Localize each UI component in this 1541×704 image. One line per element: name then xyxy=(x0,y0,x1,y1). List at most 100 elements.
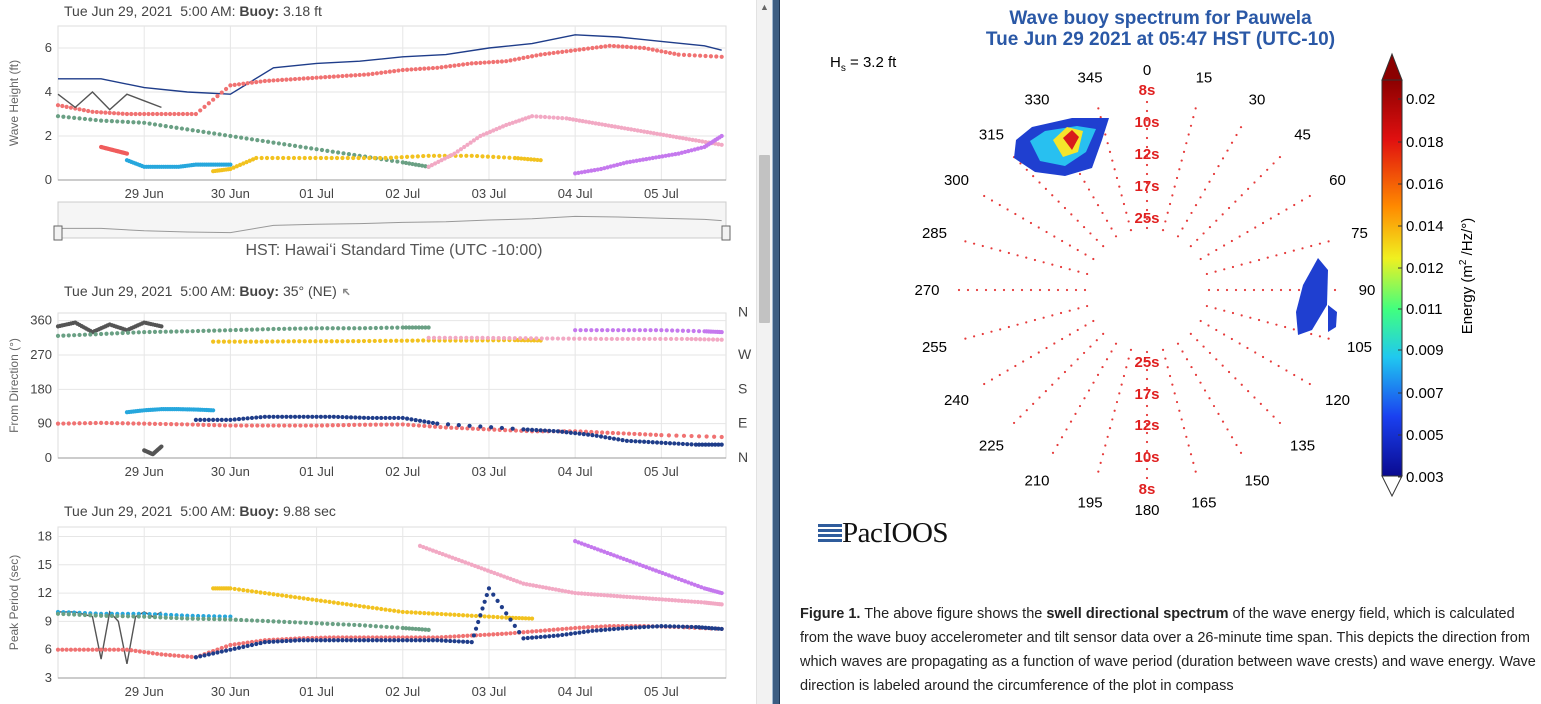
period-label: 17s xyxy=(1134,178,1159,195)
series-point xyxy=(615,337,619,341)
series-point xyxy=(401,416,405,420)
series-point xyxy=(211,408,215,412)
series-point xyxy=(573,631,577,635)
series-point xyxy=(659,49,663,53)
spoke-dot xyxy=(1045,347,1047,349)
series-point xyxy=(444,635,448,639)
series-point xyxy=(72,421,76,425)
spoke-dot xyxy=(1146,110,1148,112)
spoke-dot xyxy=(1190,333,1192,335)
series-point xyxy=(437,154,441,158)
series-point xyxy=(88,421,92,425)
series-point xyxy=(358,638,362,642)
spoke-dot xyxy=(999,250,1001,252)
series-point xyxy=(142,121,146,125)
series-point xyxy=(325,423,329,427)
series-point xyxy=(284,415,288,419)
left-scrollbar[interactable]: ▲ xyxy=(756,0,772,704)
series-point xyxy=(340,339,344,343)
spoke-dot xyxy=(1032,403,1034,405)
series-point xyxy=(378,156,382,160)
spoke-dot xyxy=(1188,444,1190,446)
scrollbar-thumb[interactable] xyxy=(759,155,770,323)
series-point xyxy=(72,612,76,616)
time-navigator[interactable] xyxy=(0,198,756,244)
series-point xyxy=(246,644,250,648)
series-point xyxy=(174,616,178,620)
series-point xyxy=(138,112,142,116)
series-point xyxy=(104,614,108,618)
navigator-handle[interactable] xyxy=(722,226,730,240)
series-point xyxy=(461,62,465,66)
series-point xyxy=(459,154,463,158)
series-point xyxy=(383,416,387,420)
series-point xyxy=(547,634,551,638)
series-point xyxy=(83,117,87,121)
spoke-dot xyxy=(1253,181,1255,183)
spoke-dot xyxy=(1222,421,1224,423)
series-point xyxy=(633,625,637,629)
spoke-dot xyxy=(1070,365,1072,367)
series-point xyxy=(266,423,270,427)
series-point xyxy=(395,325,399,329)
series-point xyxy=(142,615,146,619)
direction-readout: Tue Jun 29, 2021 5:00 AM: Buoy: 35° (NE)… xyxy=(64,283,351,299)
series-point xyxy=(478,613,482,617)
series-point xyxy=(448,64,452,68)
series-point xyxy=(406,423,410,427)
spoke-dot xyxy=(1102,453,1104,455)
series-point xyxy=(539,53,543,57)
series-point xyxy=(237,642,241,646)
series-point xyxy=(367,156,371,160)
series-point xyxy=(241,588,245,592)
series-point xyxy=(418,419,422,423)
spoke-dot xyxy=(1092,382,1094,384)
navigator-handle[interactable] xyxy=(54,226,62,240)
spoke-dot xyxy=(1208,289,1210,291)
spoke-dot xyxy=(1164,220,1166,222)
series-point xyxy=(95,110,99,114)
scroll-up-icon[interactable]: ▲ xyxy=(757,0,772,14)
series-point xyxy=(366,72,370,76)
series-point xyxy=(577,432,581,436)
wave-height-chart[interactable]: 29 Jun 30 Jun 01 Jul 02 Jul 03 Jul 04 Jul 05 J… xyxy=(0,18,756,198)
spoke-dot xyxy=(1207,253,1209,255)
series-point xyxy=(648,433,652,437)
series-point xyxy=(715,338,719,342)
series-point xyxy=(241,641,245,645)
series-point xyxy=(201,329,205,333)
spoke-dot xyxy=(1086,273,1088,275)
direction-chart[interactable]: 29 Jun 30 Jun 01 Jul 02 Jul 03 Jul 04 Jul 05 J… xyxy=(0,303,756,483)
series-point xyxy=(153,122,157,126)
series-point xyxy=(485,593,489,597)
series-point xyxy=(77,116,81,120)
series-point xyxy=(414,611,418,615)
spoke-dot xyxy=(1270,217,1272,219)
series-point xyxy=(282,142,286,146)
spoke-dot xyxy=(1215,249,1217,251)
series-point xyxy=(502,155,506,159)
series-point xyxy=(491,592,495,596)
series-point xyxy=(147,422,151,426)
spoke-dot xyxy=(1185,436,1187,438)
spoke-dot xyxy=(1209,226,1211,228)
series-point xyxy=(196,129,200,133)
frame-divider[interactable] xyxy=(772,0,780,704)
series-point xyxy=(336,622,340,626)
series-point xyxy=(460,426,464,430)
series-point xyxy=(239,423,243,427)
series-point xyxy=(680,337,684,341)
series-point xyxy=(379,326,383,330)
series-point xyxy=(573,431,577,435)
series-point xyxy=(608,436,612,440)
series-point xyxy=(306,638,310,642)
series-point xyxy=(228,418,232,422)
series-point xyxy=(422,67,426,71)
colorbar-bottom-arrow xyxy=(1382,476,1402,496)
peak-period-chart[interactable]: 29 Jun 30 Jun 01 Jul 02 Jul 03 Jul 04 Jul 05 J… xyxy=(0,521,756,704)
series-point xyxy=(669,337,673,341)
series-point xyxy=(131,614,135,618)
series-point xyxy=(389,339,393,343)
series-point xyxy=(110,331,114,335)
spoke-dot xyxy=(1025,257,1027,259)
